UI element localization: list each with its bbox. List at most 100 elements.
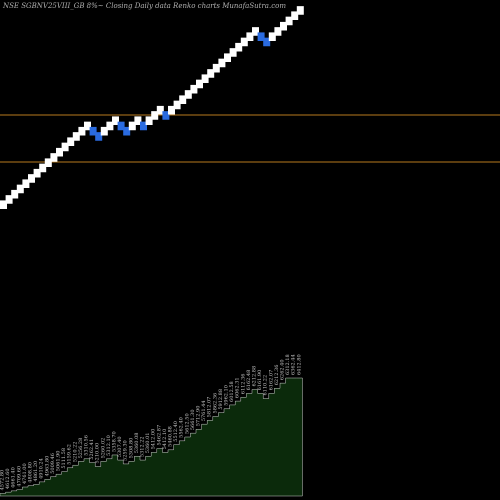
price-labels: 4572.80 4612.60 4661.40 4709.60 4761.00 4808.…: [0, 354, 302, 490]
renko-brick-up: [33, 168, 41, 178]
renko-brick-up: [145, 116, 153, 125]
renko-brick-up: [16, 184, 24, 194]
price-label: 6212.36: [274, 365, 280, 386]
price-label: 6161.90: [257, 370, 263, 391]
price-label: 5358.70: [112, 431, 118, 452]
price-label: 5159.62: [67, 444, 73, 465]
renko-brick-up: [235, 42, 243, 52]
price-label: 5360.08: [134, 433, 140, 454]
renko-brick-up: [61, 142, 69, 152]
renko-brick-up: [156, 105, 164, 115]
volume-area: [0, 377, 303, 497]
renko-brick-up: [56, 147, 63, 157]
renko-brick-up: [179, 95, 187, 104]
renko-brick-up: [168, 105, 175, 115]
price-label: 6362.44: [291, 354, 297, 375]
price-label: 5307.40: [117, 436, 123, 457]
price-label: 4861.20: [33, 461, 39, 482]
renko-brick-up: [285, 16, 293, 26]
renko-brick-up: [44, 158, 52, 167]
price-label: 5262.41: [89, 439, 95, 460]
renko-brick-down: [162, 111, 170, 120]
renko-bricks: [0, 6, 304, 209]
price-label: 4709.60: [16, 466, 22, 487]
price-label: 5562.40: [179, 417, 185, 438]
renko-brick-up: [100, 126, 108, 136]
price-label: 5310.56: [84, 435, 90, 456]
renko-brick-up: [212, 63, 220, 73]
renko-brick-up: [112, 116, 119, 125]
price-label: 6262.40: [280, 359, 286, 380]
price-label: 4808.80: [28, 462, 34, 483]
price-label: 6162.07: [268, 370, 274, 391]
price-label: 5761.44: [201, 400, 207, 421]
chart-title: NSE SGBNV25VIII_GB 8%~ Closing Daily dat…: [3, 2, 286, 10]
price-label: 6212.88: [252, 366, 258, 387]
price-label: 5661.30: [190, 409, 196, 430]
reference-lines: [0, 114, 500, 163]
renko-brick-up: [229, 48, 237, 57]
renko-brick-up: [67, 137, 75, 146]
price-label: 6162.48: [246, 370, 252, 391]
price-label: 5009.46: [50, 453, 56, 474]
renko-brick-up: [240, 37, 248, 47]
price-label: 5210.22: [72, 442, 78, 463]
renko-brick-up: [201, 74, 209, 83]
renko-brick-up: [151, 111, 159, 120]
price-label: 6012.58: [229, 381, 235, 402]
renko-brick-up: [268, 32, 276, 41]
renko-brick-up: [22, 179, 30, 188]
renko-brick-up: [207, 69, 215, 78]
price-label: 5312.22: [140, 436, 146, 457]
price-label: 5912.88: [218, 389, 224, 410]
renko-brick-up: [246, 32, 254, 41]
renko-brick-up: [274, 27, 282, 36]
renko-brick-down: [257, 32, 265, 41]
renko-brick-up: [280, 21, 287, 31]
price-label: 5308.80: [128, 438, 134, 459]
renko-brick-up: [224, 53, 231, 62]
price-label: 4572.80: [0, 470, 6, 491]
renko-brick-up: [39, 163, 47, 173]
price-label: 5360.01: [145, 433, 151, 454]
price-label: 5862.36: [212, 393, 218, 414]
renko-brick-up: [72, 132, 80, 141]
renko-brick-up: [84, 121, 91, 131]
price-label: 5312.10: [106, 435, 112, 456]
renko-brick-up: [196, 79, 203, 89]
price-label: 4661.40: [11, 467, 17, 488]
price-label: 5812.07: [207, 397, 213, 418]
renko-brick-down: [95, 132, 103, 141]
renko-brick-down: [140, 121, 147, 131]
price-label: 4761.00: [22, 463, 28, 484]
renko-brick-up: [78, 126, 86, 136]
price-label: 6312.18: [285, 354, 291, 375]
renko-brick-down: [89, 126, 97, 136]
renko-brick-up: [50, 153, 58, 162]
renko-brick-up: [11, 189, 19, 199]
renko-brick-up: [128, 121, 136, 131]
renko-brick-down: [263, 37, 271, 47]
renko-brick-up: [28, 174, 35, 183]
renko-brick-up: [291, 11, 299, 20]
renko-brick-up: [106, 121, 114, 131]
price-label: 4963.80: [44, 456, 50, 477]
price-label: 4612.60: [5, 468, 11, 489]
volume-area-path: [0, 377, 303, 497]
price-label: 5256.28: [78, 438, 84, 459]
price-label: 5111.58: [61, 448, 67, 469]
price-label: 5712.90: [196, 406, 202, 427]
price-label: 6412.80: [296, 354, 302, 375]
price-label: 5260.02: [100, 438, 106, 459]
price-label: 5061.90: [56, 451, 62, 472]
renko-brick-down: [123, 126, 131, 136]
renko-brick-up: [218, 58, 226, 68]
renko-brick-up: [5, 195, 13, 204]
price-label: 5462.87: [156, 425, 162, 446]
renko-brick-up: [184, 90, 192, 99]
renko-brick-up: [0, 200, 7, 209]
price-label: 5259.30: [123, 440, 129, 461]
renko-brick-up: [252, 27, 259, 36]
